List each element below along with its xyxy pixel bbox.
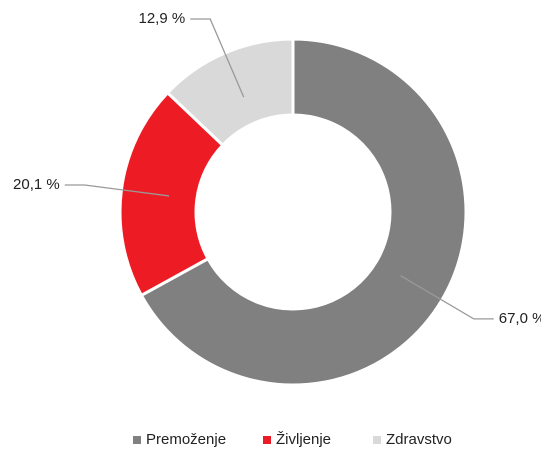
legend-label: Premoženje <box>146 431 226 448</box>
data-label: 12,9 % <box>139 10 186 27</box>
data-label: 67,0 % <box>499 310 541 327</box>
leader-line <box>190 18 245 98</box>
legend-label: Zdravstvo <box>386 431 452 448</box>
legend-label: Življenje <box>276 431 331 448</box>
donut-slice <box>165 37 295 148</box>
legend-marker <box>373 436 381 444</box>
leader-line <box>400 275 494 320</box>
data-label: 20,1 % <box>13 176 60 193</box>
donut-slice <box>118 90 225 298</box>
legend-marker <box>263 436 271 444</box>
leader-line <box>64 184 170 197</box>
donut-slice <box>139 37 468 387</box>
legend-marker <box>133 436 141 444</box>
